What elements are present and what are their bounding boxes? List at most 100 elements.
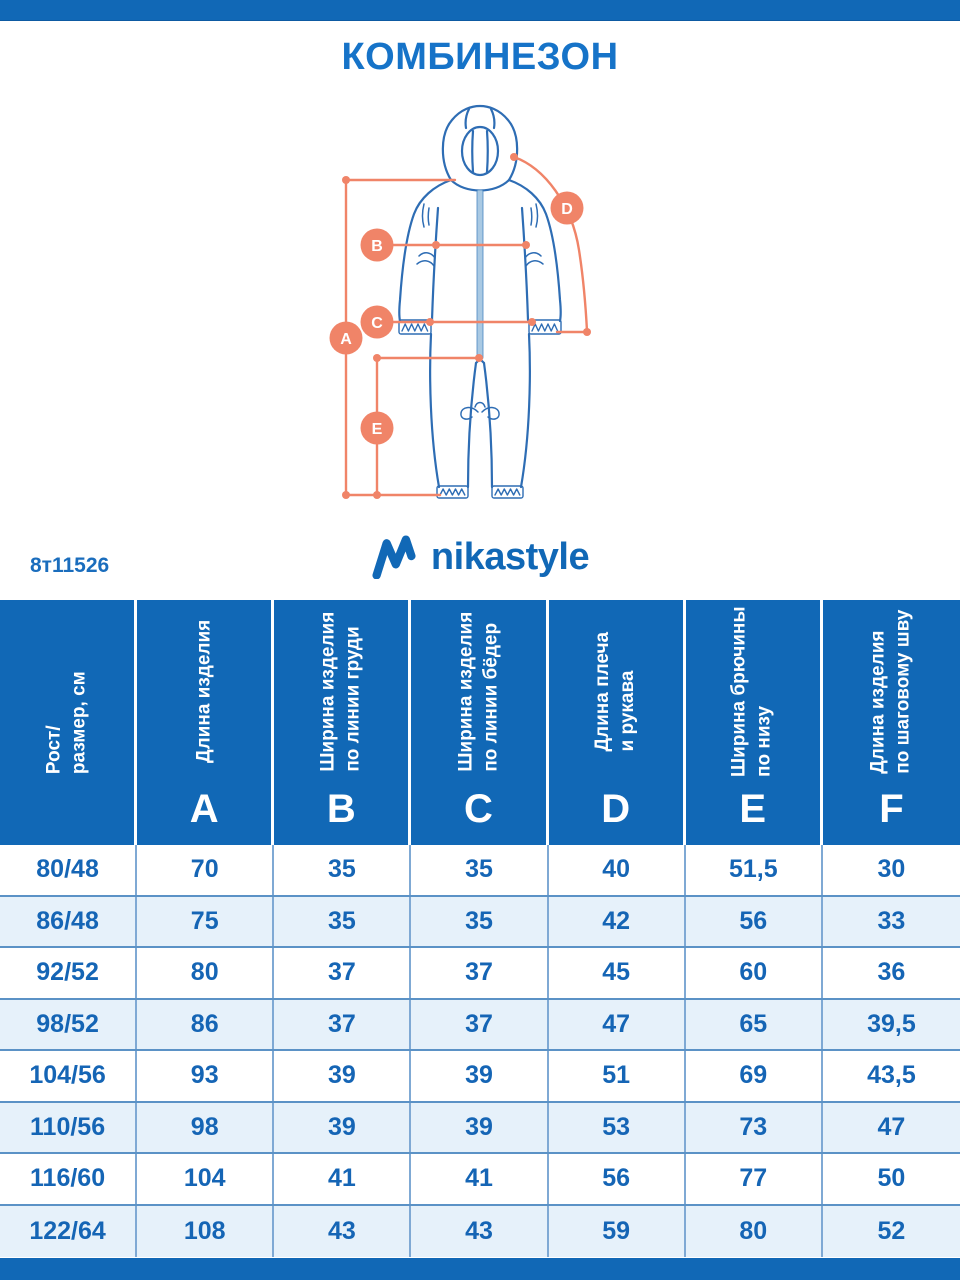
value-cell: 41 bbox=[411, 1154, 549, 1204]
table-row: 80/48 70 35 35 40 51,5 30 bbox=[0, 845, 960, 897]
value-cell: 41 bbox=[274, 1154, 412, 1204]
column-letter-e: E bbox=[739, 787, 767, 831]
column-header-size: Рост/ размер, см bbox=[0, 600, 138, 845]
column-header-d-label: Длина плеча и рукава bbox=[591, 631, 638, 752]
measurement-badges: A B C D E bbox=[329, 191, 584, 445]
badge-c bbox=[360, 305, 394, 339]
measure-d-curve bbox=[512, 155, 589, 334]
measurement-dots bbox=[342, 153, 591, 499]
right-leg-inner bbox=[482, 361, 494, 489]
badge-e bbox=[360, 411, 394, 445]
value-cell: 73 bbox=[686, 1102, 823, 1152]
wrinkle-marks bbox=[416, 203, 544, 420]
top-accent-bar bbox=[0, 0, 960, 21]
value-cell: 80 bbox=[686, 1205, 823, 1257]
left-arm-inner bbox=[430, 206, 440, 322]
size-cell: 110/56 bbox=[0, 1102, 138, 1152]
size-cell: 80/48 bbox=[0, 845, 138, 895]
badge-c-label: C bbox=[371, 315, 383, 332]
brand-logo-mark-icon bbox=[372, 535, 416, 579]
value-cell: 60 bbox=[686, 948, 823, 998]
badge-a-label: A bbox=[340, 331, 352, 348]
value-cell: 37 bbox=[411, 999, 549, 1049]
column-header-e-label: Ширина брючины по низу bbox=[729, 606, 775, 777]
column-letter-d: D bbox=[601, 787, 631, 831]
value-cell: 37 bbox=[411, 948, 549, 998]
zipper bbox=[476, 189, 484, 360]
badge-b bbox=[360, 228, 394, 262]
value-cell: 45 bbox=[549, 948, 686, 998]
value-cell: 36 bbox=[877, 958, 906, 987]
hood-face-opening bbox=[460, 125, 500, 177]
column-header-a-label: Длина изделия bbox=[192, 619, 214, 764]
value-cell: 53 bbox=[549, 1102, 686, 1152]
table-row: 86/48 75 35 35 42 56 33 bbox=[0, 896, 960, 948]
value-cell: 39 bbox=[411, 1102, 549, 1152]
badge-d bbox=[550, 191, 584, 225]
value-cell: 35 bbox=[411, 896, 549, 946]
table-header-row: Рост/ размер, см Длина изделия A Ширина … bbox=[0, 600, 960, 845]
size-cell: 104/56 bbox=[0, 1051, 138, 1101]
value-cell: 65 bbox=[686, 999, 823, 1049]
value-cell: 39 bbox=[411, 1051, 549, 1101]
right-leg-cuff bbox=[491, 485, 524, 499]
jumpsuit-outline bbox=[398, 104, 562, 499]
value-cell: 56 bbox=[549, 1154, 686, 1204]
value-cell: 37 bbox=[274, 948, 412, 998]
column-header-size-label: Рост/ размер, см bbox=[43, 671, 90, 774]
value-cell: 108 bbox=[137, 1205, 275, 1257]
value-cell: 104 bbox=[137, 1154, 275, 1204]
value-cell: 39 bbox=[274, 1051, 412, 1101]
left-arm-outer bbox=[398, 178, 453, 323]
column-header-c-label: Ширина изделия по линии бёдер bbox=[454, 611, 501, 772]
column-letter-a: A bbox=[189, 787, 219, 831]
page-title: КОМБИНЕЗОН bbox=[341, 36, 619, 78]
value-cell: 93 bbox=[137, 1051, 275, 1101]
value-cell: 33 bbox=[877, 906, 906, 935]
right-side-leg-outer bbox=[519, 332, 531, 489]
hood-inner-seam-left bbox=[471, 129, 475, 174]
table-row: 98/52 86 37 37 47 65 39,5 bbox=[0, 999, 960, 1051]
value-cell: 75 bbox=[137, 896, 275, 946]
value-cell: 39 bbox=[274, 1102, 412, 1152]
value-cell: 43 bbox=[274, 1205, 412, 1257]
bottom-accent-bar bbox=[0, 1258, 960, 1280]
column-header-f: Длина изделия по шаговому шву F bbox=[823, 600, 960, 845]
left-leg-inner bbox=[466, 361, 478, 489]
table-row: 116/60 104 41 41 56 77 50 bbox=[0, 1154, 960, 1206]
left-side-leg-outer bbox=[429, 332, 441, 489]
measurement-lines bbox=[344, 155, 589, 497]
value-cell: 42 bbox=[549, 896, 686, 946]
value-cell: 51,5 bbox=[686, 845, 823, 895]
badge-b-label: B bbox=[371, 238, 383, 255]
hood-collar bbox=[449, 178, 511, 192]
hood-inner-seam-right bbox=[485, 129, 489, 174]
value-cell: 52 bbox=[877, 1216, 906, 1245]
value-cell: 43,5 bbox=[867, 1061, 916, 1090]
column-header-d: Длина плеча и рукава D bbox=[549, 600, 686, 845]
value-cell: 98 bbox=[137, 1102, 275, 1152]
ribbed-cuffs bbox=[398, 319, 562, 499]
value-cell: 37 bbox=[274, 999, 412, 1049]
size-cell: 116/60 bbox=[0, 1154, 138, 1204]
right-arm-outer bbox=[507, 178, 562, 323]
column-header-b: Ширина изделия по линии груди B bbox=[274, 600, 412, 845]
column-letter-f: F bbox=[879, 787, 904, 831]
column-header-b-label: Ширина изделия по линии груди bbox=[317, 611, 364, 772]
garment-measurement-diagram: A B C D E bbox=[320, 100, 640, 520]
right-sleeve-cuff bbox=[528, 319, 562, 335]
value-cell: 47 bbox=[877, 1112, 906, 1141]
value-cell: 70 bbox=[137, 845, 275, 895]
value-cell: 43 bbox=[411, 1205, 549, 1257]
value-cell: 80 bbox=[137, 948, 275, 998]
value-cell: 39,5 bbox=[867, 1009, 916, 1038]
hood-outer bbox=[441, 104, 519, 182]
column-letter-b: B bbox=[326, 787, 356, 831]
value-cell: 50 bbox=[877, 1164, 906, 1193]
value-cell: 35 bbox=[411, 845, 549, 895]
table-row: 122/64 108 43 43 59 80 52 bbox=[0, 1205, 960, 1257]
product-code: 8т11526 bbox=[30, 554, 110, 577]
table-row: 104/56 93 39 39 51 69 43,5 bbox=[0, 1051, 960, 1103]
column-header-c: Ширина изделия по линии бёдер C bbox=[411, 600, 549, 845]
value-cell: 47 bbox=[549, 999, 686, 1049]
